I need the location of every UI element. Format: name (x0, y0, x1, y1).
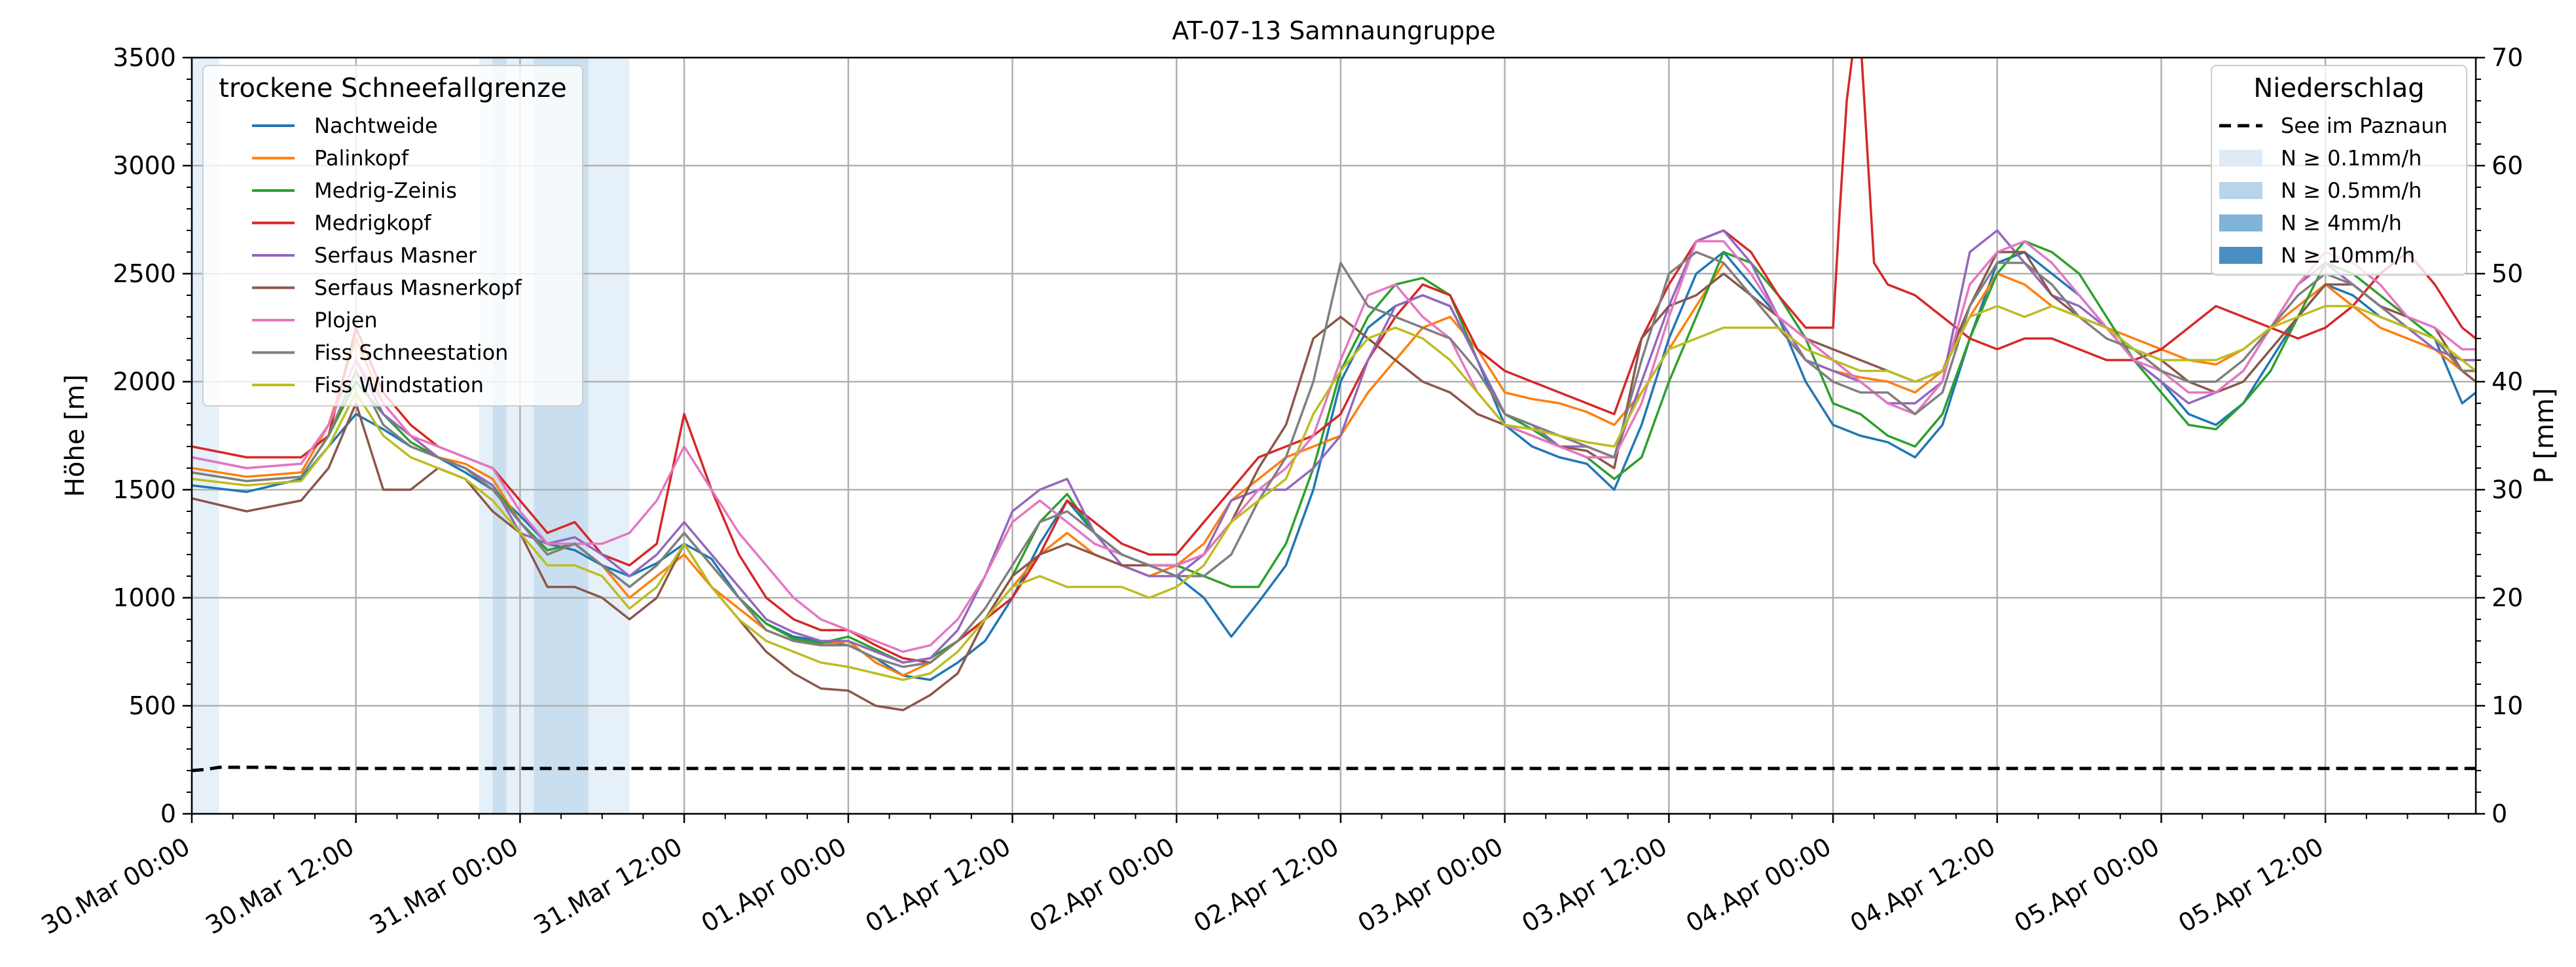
legend-label: Serfaus Masnerkopf (314, 276, 522, 301)
legend-swatch (2219, 247, 2262, 264)
legend-label: N ≥ 0.1mm/h (2281, 146, 2422, 171)
plot-frame (190, 56, 2477, 815)
legend-box (202, 65, 583, 407)
legend-label: See im Paznaun (2281, 113, 2448, 138)
legend-label: N ≥ 0.5mm/h (2281, 178, 2422, 203)
y-right-tick-label: 50 (2492, 259, 2523, 288)
chart-title: AT-07-13 Samnaungruppe (1172, 16, 1495, 45)
y-right-tick-label: 10 (2492, 691, 2523, 720)
precip-series-line (191, 765, 2476, 773)
legend-snowline: trockene Schneefallgrenze Nachtweide Palin… (202, 65, 583, 407)
y-right-tick-label: 60 (2492, 151, 2523, 180)
legend-title: Niederschlag (2253, 73, 2424, 103)
series-line-fiss-schneestation (192, 251, 2476, 668)
y-left-tick-label: 0 (160, 799, 176, 828)
precipitation-line (191, 765, 2476, 773)
legend-label: Plojen (314, 308, 378, 333)
legend-label: Medrig-Zeinis (314, 178, 457, 203)
legend-swatch (2219, 182, 2262, 199)
legend-label: Serfaus Masner (314, 243, 477, 268)
y-right-tick-label: 0 (2492, 799, 2507, 828)
legend-title: trockene Schneefallgrenze (219, 73, 566, 103)
precip-band (588, 58, 630, 814)
y-right-tick-label: 40 (2492, 367, 2523, 396)
y-left-tick-label: 1500 (113, 475, 176, 504)
legend-label: N ≥ 4mm/h (2281, 211, 2402, 236)
y-left-tick-label: 500 (128, 691, 176, 720)
series-line-fiss-windstation (192, 304, 2476, 682)
series-line-medrigkopf (192, 58, 2476, 664)
y-left-tick-label: 3500 (113, 43, 176, 72)
legend-precipitation: Niederschlag See im Paznaun N ≥ 0.1mm/h N ≥… (2211, 65, 2467, 276)
legend-swatch (2219, 214, 2262, 232)
legend-label: Palinkopf (314, 146, 409, 171)
legend-box (2211, 65, 2467, 276)
y-axis-left-title: Höhe [m] (60, 374, 90, 497)
y-left-tick-label: 1000 (113, 583, 176, 612)
y-left-tick-label: 3000 (113, 151, 176, 180)
legend-swatch (2219, 149, 2262, 167)
legend-label: Fiss Windstation (314, 373, 484, 397)
legend-label: N ≥ 10mm/h (2281, 243, 2415, 268)
y-right-tick-label: 30 (2492, 475, 2523, 504)
legend-label: Nachtweide (314, 113, 438, 138)
snowline-series (192, 58, 2476, 712)
legend-label: Fiss Schneestation (314, 340, 508, 365)
y-left-tick-label: 2000 (113, 367, 176, 396)
y-axis-right-title: P [mm] (2530, 388, 2560, 484)
series-line-plojen (192, 240, 2476, 653)
legend-label: Medrigkopf (314, 211, 431, 236)
y-left-tick-label: 2500 (113, 259, 176, 288)
y-right-tick-label: 70 (2492, 43, 2523, 72)
y-right-tick-label: 20 (2492, 583, 2523, 612)
